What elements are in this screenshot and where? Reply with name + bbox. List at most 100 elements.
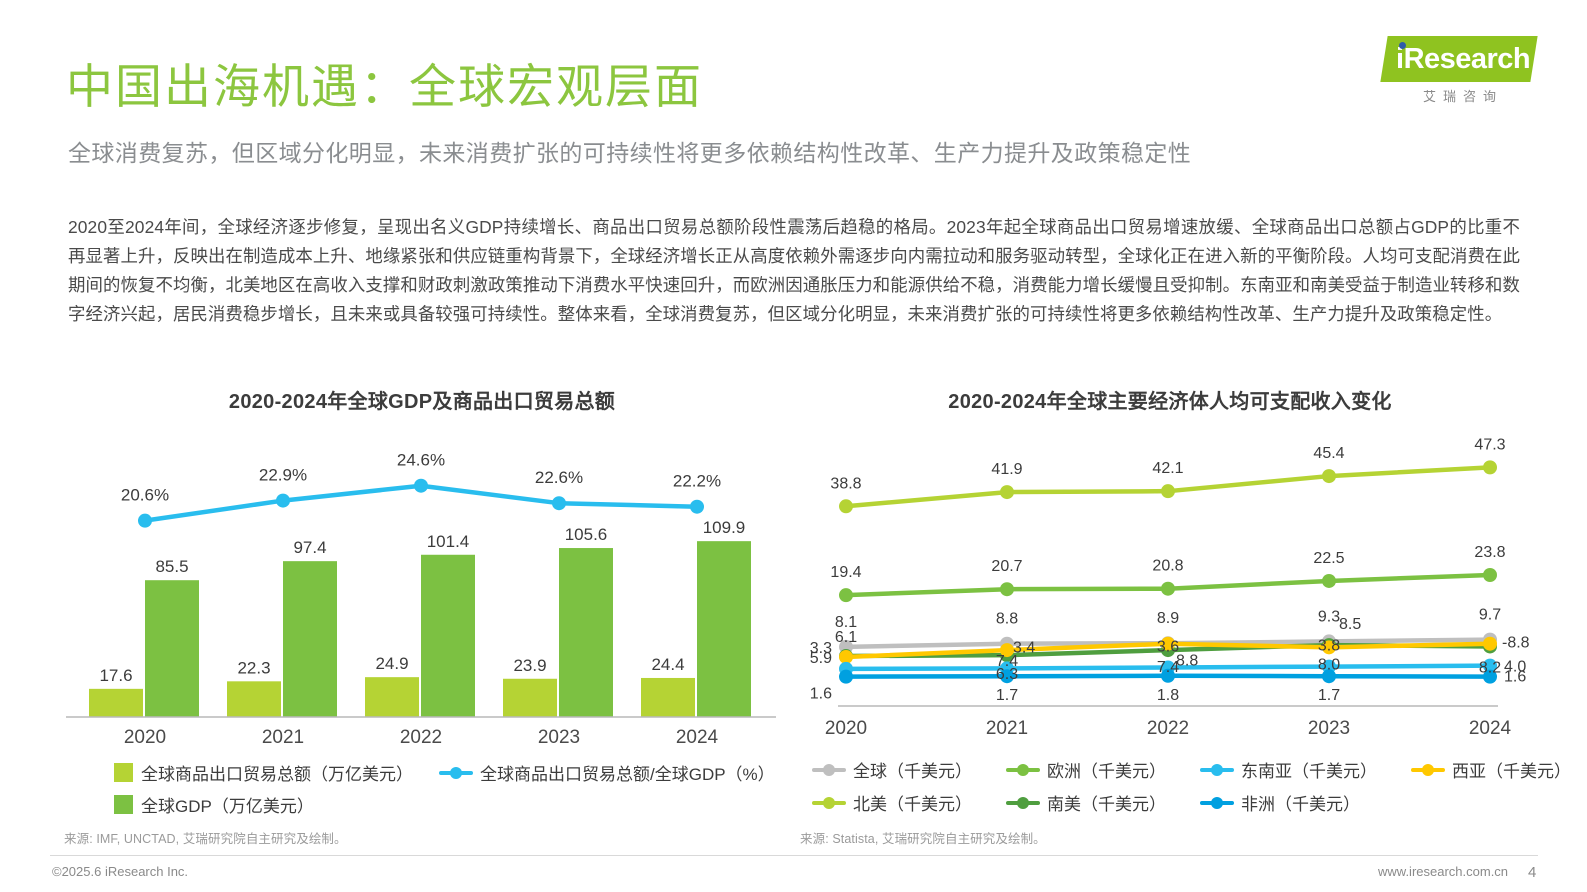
legend-item-sea[interactable]: 东南亚（千美元）: [1200, 757, 1377, 782]
x-axis-tick-label: 2022: [400, 727, 442, 748]
legend-label-europe: 欧洲（千美元）: [1047, 762, 1166, 781]
x-axis-tick-label: 2021: [262, 727, 304, 748]
line-value-label: 9.7: [1479, 607, 1501, 624]
line-value-label: 8.2: [1479, 659, 1501, 676]
legend-item-west-asia[interactable]: 西亚（千美元）: [1411, 757, 1571, 782]
line-value-label: 7.4: [996, 653, 1018, 670]
chart-panel-left: 2020-2024年全球GDP及商品出口贸易总额 17.6 85.5 22.3 97.…: [50, 375, 794, 875]
line-value-label: 22.9%: [259, 466, 307, 485]
line-value-label: 1.7: [1318, 687, 1340, 704]
line-value-label: 1.6: [1504, 669, 1526, 686]
line-value-label: 8.9: [1157, 610, 1179, 627]
legend-item-europe[interactable]: 欧洲（千美元）: [1006, 757, 1166, 782]
line-series: [839, 636, 1497, 664]
x-axis-tick-label: 2024: [1469, 718, 1512, 739]
line-value-label: 3.4: [1013, 639, 1035, 656]
bar-value-label: 22.3: [237, 658, 270, 677]
legend-item-gdp-bar[interactable]: 全球GDP（万亿美元）: [114, 792, 314, 817]
chart-left-source: 来源: IMF, UNCTAD, 艾瑞研究院自主研究及绘制。: [64, 832, 347, 846]
legend-label-west-asia: 西亚（千美元）: [1452, 762, 1571, 781]
legend-label-africa: 非洲（千美元）: [1241, 795, 1360, 814]
line-value-label: 6.1: [835, 629, 857, 646]
line-series: [839, 460, 1497, 514]
line-value-label: 3.3: [810, 640, 832, 657]
line-value-label: 20.8: [1152, 558, 1183, 575]
line-value-label: 8.0: [1318, 656, 1340, 673]
footer-page-number: 4: [1528, 864, 1537, 881]
line-value-label: 1.7: [996, 687, 1018, 704]
chart-right-plot: 8.1 8.8 8.9 9.3 9.7 19.4 20.7 20.8 22.5 23.8 38.8 4…: [790, 415, 1550, 745]
line-value-label: 7.4: [1157, 659, 1179, 676]
legend-item-export-bar[interactable]: 全球商品出口贸易总额（万亿美元）: [114, 760, 413, 785]
logo-chinese-name: 艾瑞咨询: [1422, 89, 1503, 104]
line-value-label: 4.0: [1504, 659, 1526, 676]
chart-panel-right: 2020-2024年全球主要经济体人均可支配收入变化 8.1 8.8 8.9 9.3 9…: [790, 375, 1571, 875]
line-value-label: 22.6%: [535, 468, 583, 487]
legend-swatch-sea: [1200, 763, 1234, 777]
body-paragraph: 2020至2024年间，全球经济逐步修复，呈现出名义GDP持续增长、商品出口贸易…: [68, 217, 1520, 324]
line-value-label: 8.5: [1339, 616, 1361, 633]
logo-word-research: Research: [1403, 43, 1531, 75]
line-value-label: 1.8: [1157, 687, 1179, 704]
line-series: [839, 668, 1497, 684]
iresearch-logo: iResearch 艾瑞咨询: [1368, 36, 1538, 112]
bar-value-label: 85.5: [155, 557, 188, 576]
chart-right-legend: 全球（千美元） 欧洲（千美元） 东南亚（千美元） 西亚（千美元）: [790, 757, 1571, 815]
line-value-label: 22.2%: [673, 472, 721, 491]
bar-value-label: 105.6: [565, 525, 608, 544]
chart-left-plot: 17.6 85.5 22.3 97.4 24.9 101.4 23.9 105.6 24.4 10…: [50, 415, 794, 748]
legend-swatch-africa: [1200, 796, 1234, 810]
bar-value-label: 24.4: [651, 655, 684, 674]
legend-item-north-america[interactable]: 北美（千美元）: [812, 790, 972, 815]
legend-label-gdp: 全球GDP（万亿美元）: [141, 797, 314, 816]
x-axis-tick-label: 2020: [825, 718, 867, 739]
line-value-label: 47.3: [1474, 436, 1505, 453]
line-value-label: 3.8: [1318, 638, 1340, 655]
page-title: 中国出海机遇：全球宏观层面: [66, 60, 703, 113]
line-value-label: 23.8: [1474, 544, 1505, 561]
legend-label-export: 全球商品出口贸易总额（万亿美元）: [141, 765, 413, 784]
legend-item-africa[interactable]: 非洲（千美元）: [1200, 790, 1360, 815]
logo-initial-i: i: [1396, 43, 1404, 75]
x-axis-tick-label: 2024: [676, 727, 719, 748]
bar-value-label: 24.9: [375, 654, 408, 673]
chart-right-title: 2020-2024年全球主要经济体人均可支配收入变化: [948, 391, 1392, 413]
legend-swatch-west-asia: [1411, 763, 1445, 777]
legend-swatch-ratio: [439, 766, 473, 780]
legend-label-global: 全球（千美元）: [853, 762, 972, 781]
legend-swatch-south-america: [1006, 796, 1040, 810]
line-series: [839, 567, 1497, 603]
logo-wordmark: iResearch: [1396, 38, 1536, 80]
legend-label-sea: 东南亚（千美元）: [1241, 762, 1377, 781]
line-value-label: -8.8: [1502, 635, 1530, 652]
chart-left-legend: 全球商品出口贸易总额（万亿美元） 全球商品出口贸易总额/全球GDP（%） 全球G…: [50, 760, 794, 817]
legend-item-south-america[interactable]: 南美（千美元）: [1006, 790, 1166, 815]
legend-swatch-export: [114, 763, 133, 782]
line-value-label: 8.8: [996, 611, 1018, 628]
bar-value-label: 97.4: [293, 538, 326, 557]
footer-copyright: ©2025.6 iResearch Inc.: [52, 864, 189, 879]
legend-swatch-global: [812, 763, 846, 777]
chart-right-source: 来源: Statista, 艾瑞研究院自主研究及绘制。: [800, 832, 1046, 846]
bar-value-label: 101.4: [427, 532, 470, 551]
legend-swatch-north-america: [812, 796, 846, 810]
legend-item-ratio-line[interactable]: 全球商品出口贸易总额/全球GDP（%）: [439, 760, 775, 785]
line-value-label: 45.4: [1313, 445, 1344, 462]
x-axis-tick-label: 2023: [1308, 718, 1350, 739]
line-value-label: 8.1: [835, 614, 857, 631]
x-axis-tick-label: 2021: [986, 718, 1028, 739]
line-value-label: 1.6: [810, 686, 832, 703]
footer-url[interactable]: www.iresearch.com.cn: [1378, 864, 1509, 879]
line-value-label: 3.6: [1157, 639, 1179, 656]
line-value-label: 19.4: [830, 564, 861, 581]
line-value-label: 42.1: [1152, 460, 1183, 477]
legend-swatch-gdp: [114, 795, 133, 814]
line-value-label: 24.6%: [397, 451, 445, 470]
legend-label-south-america: 南美（千美元）: [1047, 795, 1166, 814]
x-axis-tick-label: 2023: [538, 727, 580, 748]
bar-value-label: 17.6: [99, 666, 132, 685]
chart-left-title: 2020-2024年全球GDP及商品出口贸易总额: [228, 391, 616, 413]
legend-item-global[interactable]: 全球（千美元）: [812, 757, 972, 782]
legend-label-ratio: 全球商品出口贸易总额/全球GDP（%）: [480, 765, 775, 784]
bar-value-label: 23.9: [513, 656, 546, 675]
